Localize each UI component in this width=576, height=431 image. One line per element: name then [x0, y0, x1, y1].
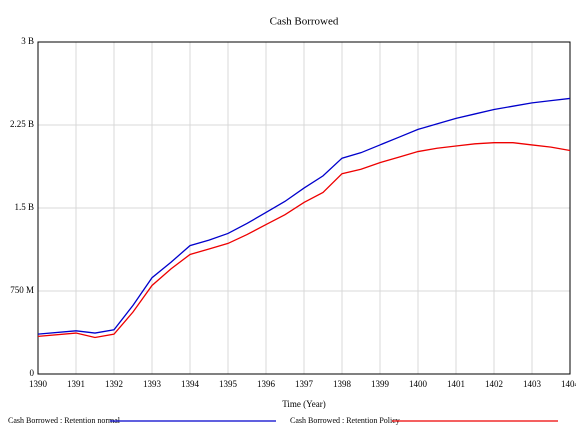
x-tick-label: 1393 — [143, 379, 162, 389]
x-tick-label: 1394 — [181, 379, 200, 389]
x-axis-label: Time (Year) — [282, 399, 326, 409]
x-tick-label: 1400 — [409, 379, 428, 389]
chart-title: Cash Borrowed — [270, 16, 339, 28]
y-tick-label: 750 M — [10, 285, 34, 295]
x-tick-label: 1399 — [371, 379, 390, 389]
y-tick-label: 1.5 B — [14, 202, 34, 212]
x-tick-label: 1392 — [105, 379, 123, 389]
y-tick-label: 3 B — [21, 36, 34, 46]
y-tick-label: 0 — [30, 368, 35, 378]
legend-label: Cash Borrowed : Retention normal — [8, 416, 121, 425]
x-tick-label: 1403 — [523, 379, 542, 389]
x-tick-label: 1391 — [67, 379, 85, 389]
x-tick-label: 1398 — [333, 379, 352, 389]
x-tick-label: 1390 — [29, 379, 48, 389]
x-tick-label: 1402 — [485, 379, 503, 389]
plot-frame — [37, 41, 571, 375]
series-line — [37, 97, 571, 335]
x-tick-label: 1401 — [447, 379, 465, 389]
x-tick-label: 1397 — [295, 379, 314, 389]
series-line — [37, 142, 571, 339]
x-tick-label: 1404 — [561, 379, 576, 389]
y-tick-label: 2.25 B — [10, 119, 34, 129]
x-tick-label: 1395 — [219, 379, 238, 389]
x-tick-label: 1396 — [257, 379, 276, 389]
legend-label: Cash Borrowed : Retention Policy — [290, 416, 400, 425]
